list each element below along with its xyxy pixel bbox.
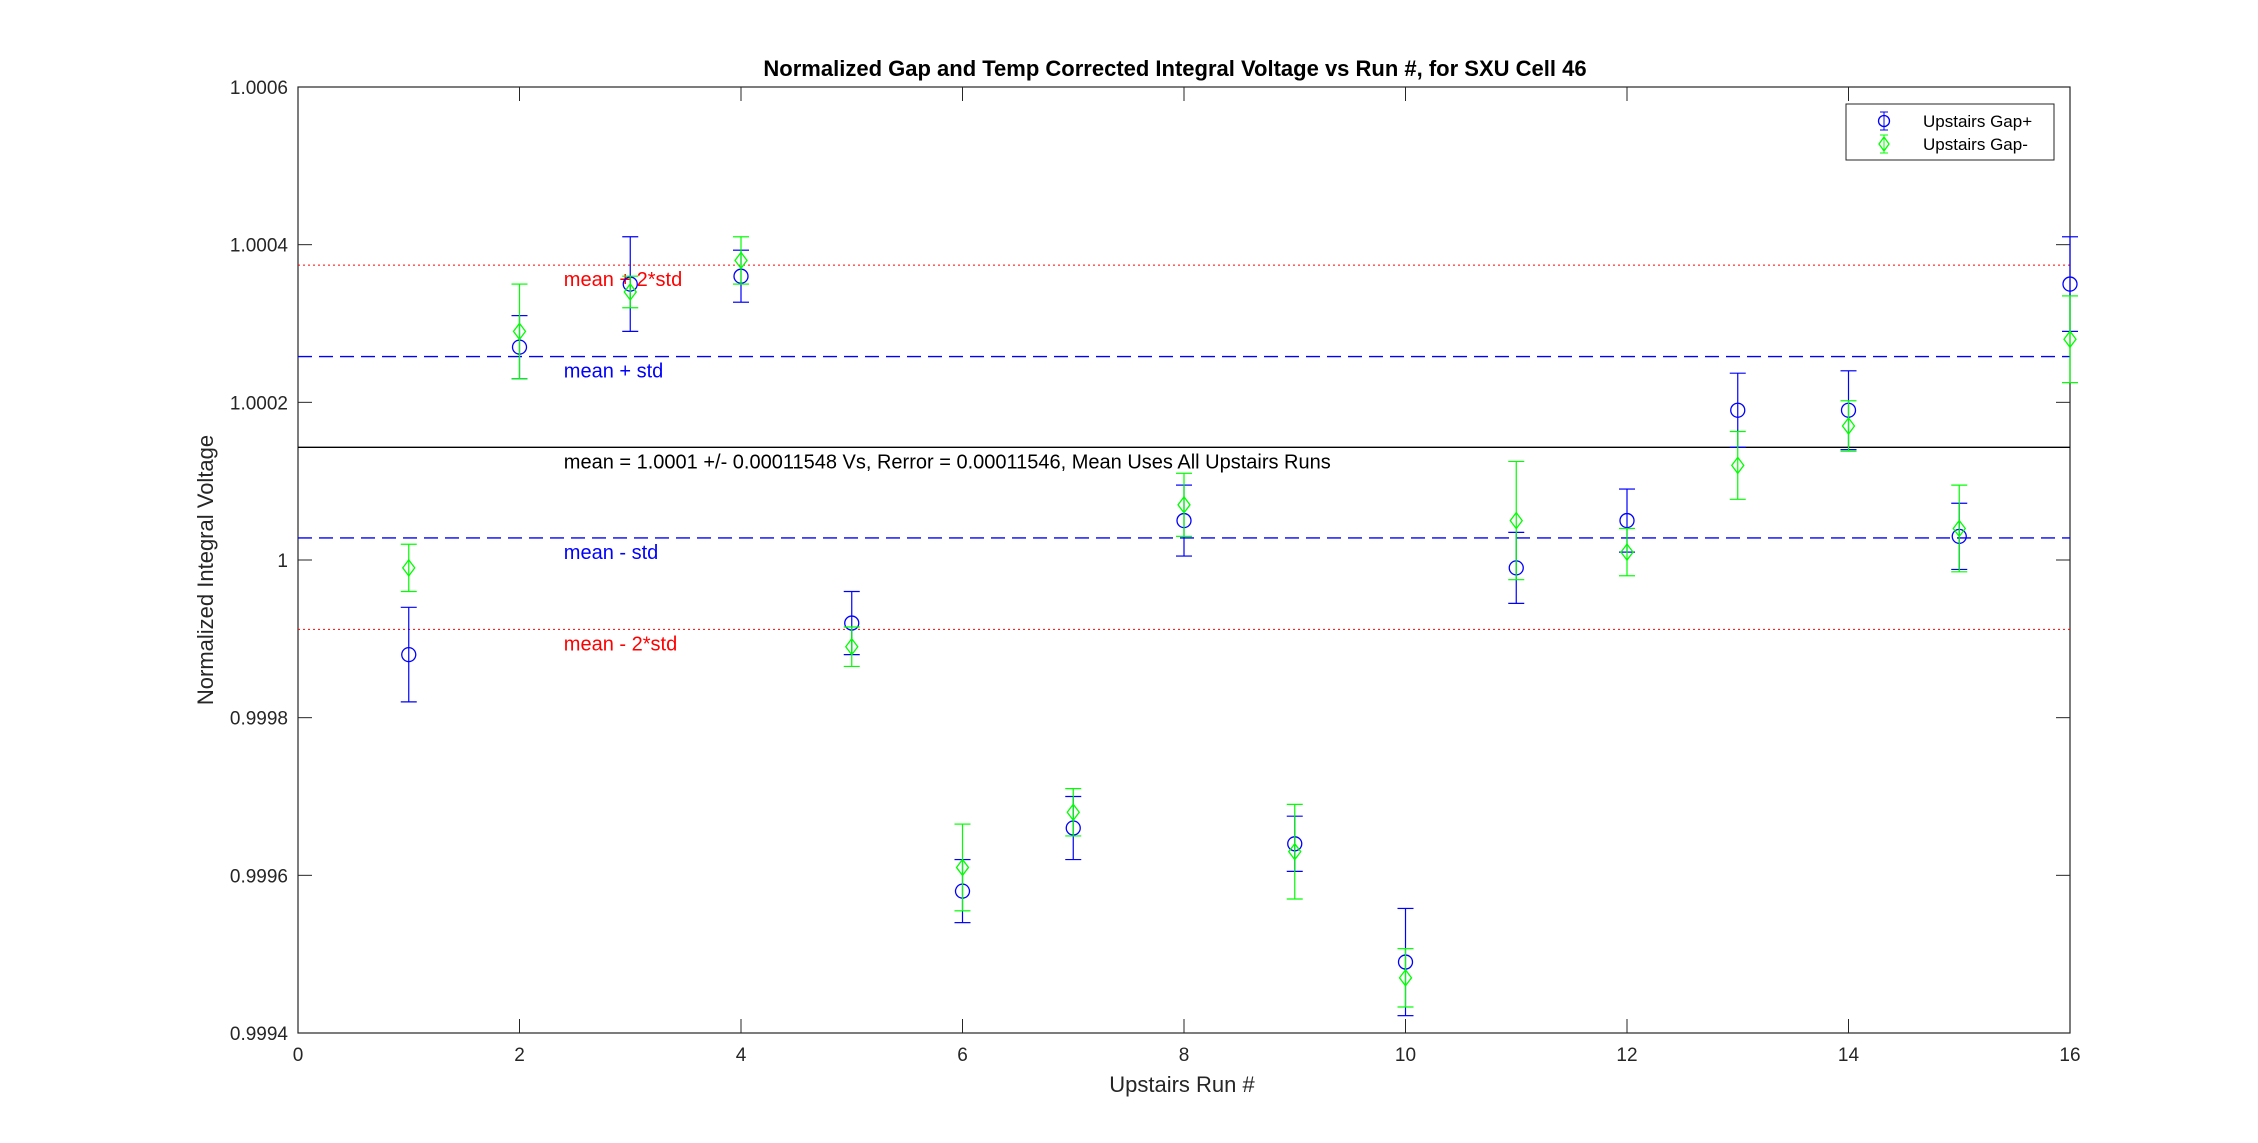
- data-point-circle: [401, 646, 417, 663]
- data-point-circle: [2062, 276, 2078, 292]
- data-point-diamond: [2063, 330, 2077, 349]
- reference-label-minus_std: mean - std: [564, 542, 658, 564]
- reference-label-mean: mean = 1.0001 +/- 0.00011548 Vs, Rerror …: [564, 451, 1331, 473]
- plot-area: 0 2 4 6 8 10 12 14 16 0.9994 0.9996 0.9998 1 1.0002 1.…: [230, 78, 2081, 1066]
- y-tick-label: 0.9996: [230, 866, 288, 887]
- x-tick-label: 10: [1395, 1045, 1416, 1066]
- data-point-diamond: [1509, 511, 1524, 530]
- data-point-diamond: [844, 637, 859, 656]
- chart-title: Normalized Gap and Temp Corrected Integr…: [763, 56, 1586, 81]
- x-tick-label: 6: [957, 1045, 968, 1066]
- x-tick-label: 12: [1616, 1045, 1637, 1066]
- legend-marker-diamond: [1878, 135, 1890, 153]
- axes-box: [297, 86, 2071, 1034]
- data-point-diamond: [401, 558, 416, 577]
- legend-label: Upstairs Gap+: [1923, 112, 2032, 131]
- x-tick-label: 8: [1179, 1045, 1190, 1066]
- x-tick-label: 14: [1838, 1045, 1860, 1066]
- data-point-diamond: [623, 282, 638, 302]
- data-point-circle: [1730, 402, 1746, 418]
- data-point-diamond: [1398, 968, 1413, 987]
- data-point-diamond: [1177, 495, 1191, 514]
- series-2: [400, 236, 2078, 1008]
- y-tick-label: 0.9998: [230, 709, 288, 730]
- y-axis-label: Normalized Integral Voltage: [193, 435, 218, 705]
- data-point-diamond: [1066, 803, 1081, 822]
- data-point-diamond: [1841, 416, 1856, 436]
- data-point-diamond: [734, 251, 748, 270]
- legend-box: [1845, 103, 2055, 161]
- data-point-diamond: [1730, 456, 1745, 475]
- data-point-diamond: [955, 858, 970, 877]
- legend-label: Upstairs Gap-: [1923, 135, 2028, 154]
- data-point-diamond: [1287, 842, 1302, 861]
- x-tick-label: 0: [293, 1045, 304, 1066]
- y-tick-label: 1.0004: [230, 236, 289, 257]
- data-point-diamond: [1620, 543, 1634, 562]
- y-tick-label: 1: [277, 551, 288, 572]
- legend-marker-circle: [1877, 114, 1891, 128]
- reference-label-plus_std: mean + std: [564, 361, 664, 383]
- data-point-diamond: [512, 322, 527, 341]
- reference-label-plus_2std: mean + 2*std: [564, 269, 682, 291]
- x-tick-label: 4: [736, 1045, 747, 1066]
- x-tick-label: 16: [2059, 1045, 2080, 1066]
- y-tick-label: 1.0006: [230, 78, 288, 99]
- y-tick-label: 0.9994: [230, 1024, 289, 1045]
- x-tick-label: 2: [514, 1045, 525, 1066]
- data-point-circle: [1619, 512, 1635, 529]
- reference-label-minus_2std: mean - 2*std: [564, 633, 677, 655]
- x-axis-label: Upstairs Run #: [1109, 1072, 1255, 1097]
- y-tick-label: 1.0002: [230, 393, 288, 414]
- legend: Upstairs Gap+ Upstairs Gap-: [1845, 103, 2055, 161]
- data-point-diamond: [1952, 519, 1967, 538]
